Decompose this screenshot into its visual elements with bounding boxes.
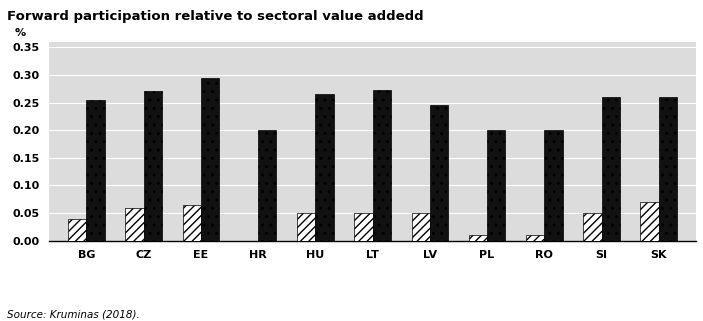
Text: Source: Kruminas (2018).: Source: Kruminas (2018). (7, 309, 140, 319)
Bar (143, 91, 162, 241)
Bar (68, 219, 86, 241)
Bar (201, 78, 219, 241)
Bar (526, 235, 544, 241)
Bar (411, 213, 430, 241)
Bar (183, 205, 201, 241)
Bar (354, 213, 373, 241)
Bar (469, 235, 487, 241)
Bar (659, 97, 677, 241)
Bar (316, 94, 334, 241)
Bar (297, 213, 316, 241)
Bar (86, 100, 105, 241)
Bar (125, 208, 143, 241)
Y-axis label: %: % (15, 28, 26, 38)
Bar (430, 105, 448, 241)
Text: Forward participation relative to sectoral value addedd: Forward participation relative to sector… (7, 10, 424, 22)
Bar (583, 213, 602, 241)
Bar (602, 97, 620, 241)
Bar (373, 91, 391, 241)
Bar (258, 130, 276, 241)
Bar (544, 130, 562, 241)
Bar (640, 202, 659, 241)
Bar (487, 130, 505, 241)
